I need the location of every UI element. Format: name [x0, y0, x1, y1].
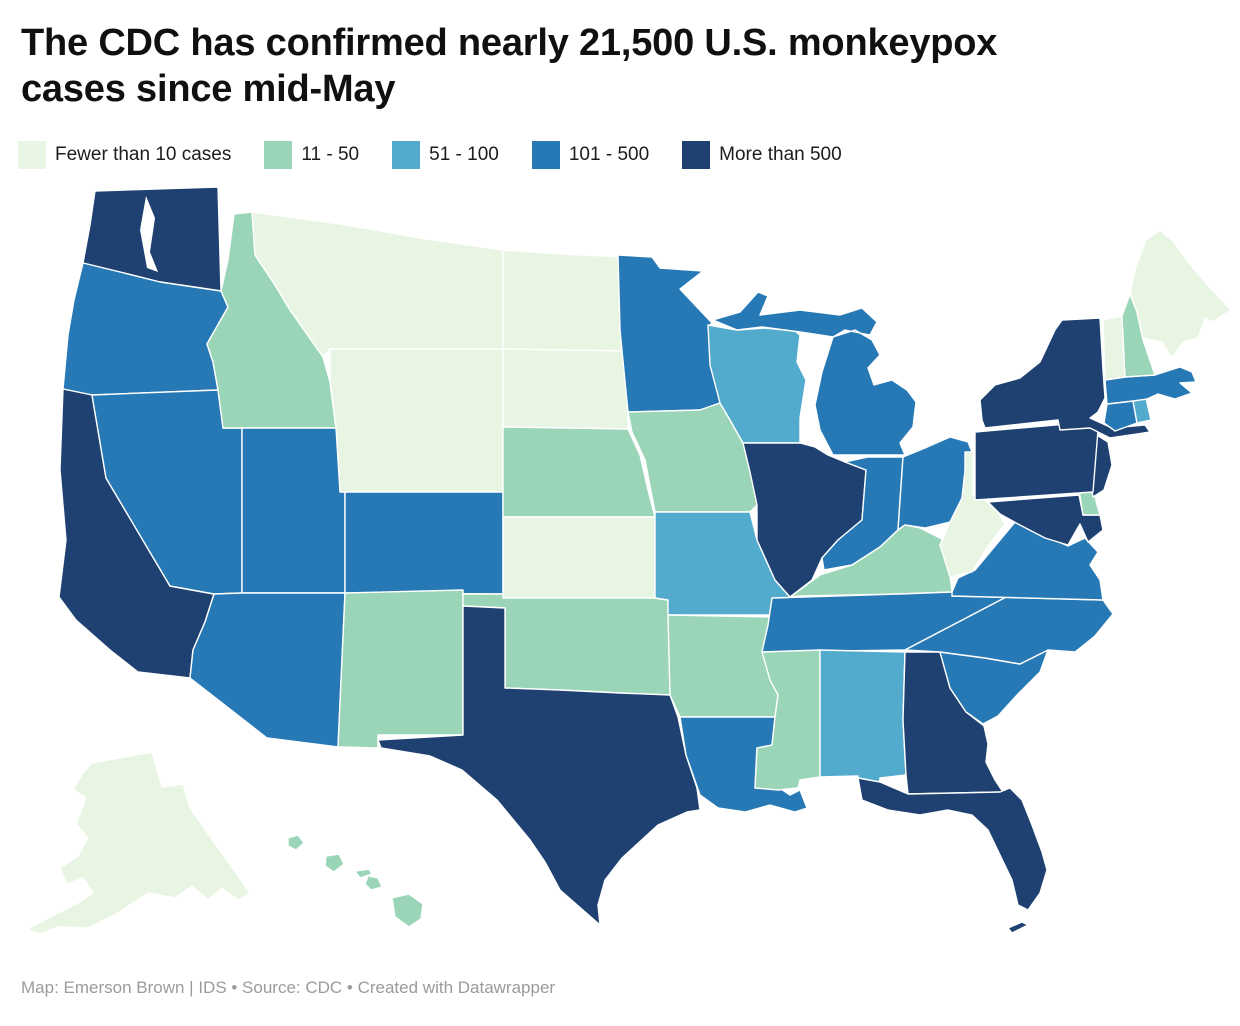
- state-az[interactable]: Arizona: [189, 592, 346, 748]
- legend-label: 11 - 50: [301, 144, 360, 165]
- state-pa[interactable]: Pennsylvania: [974, 421, 1099, 501]
- state-ak[interactable]: Alaska: [27, 751, 251, 935]
- legend-item-51-100: 51 - 100: [392, 141, 499, 169]
- state-nm[interactable]: New Mexico: [337, 589, 464, 749]
- state-hi[interactable]: Hawaii: [287, 834, 424, 928]
- states-group: WashingtonOregonCaliforniaNevadaIdahoMon…: [27, 186, 1232, 935]
- legend-swatch: [18, 141, 46, 169]
- state-va[interactable]: Virginia: [951, 521, 1104, 601]
- attribution-footer: Map: Emerson Brown | IDS • Source: CDC •…: [21, 978, 556, 997]
- legend-swatch: [531, 141, 560, 169]
- state-ks[interactable]: Kansas: [502, 516, 656, 599]
- legend-item-more-than-500: More than 500: [682, 141, 842, 169]
- chart-title: The CDC has confirmed nearly 21,500 U.S.…: [21, 22, 998, 111]
- legend-label: Fewer than 10 cases: [55, 144, 232, 165]
- state-in[interactable]: Indiana: [821, 456, 904, 571]
- state-mi[interactable]: Michigan: [712, 291, 917, 456]
- state-nc[interactable]: North Carolina: [904, 593, 1114, 665]
- state-co[interactable]: Colorado: [344, 491, 504, 595]
- state-wy[interactable]: Wyoming: [329, 348, 504, 493]
- legend-item-11-50: 11 - 50: [264, 141, 359, 169]
- state-me[interactable]: Maine: [1129, 229, 1232, 359]
- state-ri[interactable]: Rhode Island: [1132, 397, 1152, 424]
- legend-label: More than 500: [719, 144, 842, 165]
- state-al[interactable]: Alabama: [819, 649, 907, 791]
- legend-swatch: [264, 141, 293, 169]
- legend-item-101-500: 101 - 500: [531, 141, 650, 169]
- legend-item-fewer-than-10: Fewer than 10 cases: [18, 141, 231, 169]
- state-ma[interactable]: Massachusetts: [1104, 366, 1197, 405]
- state-vt[interactable]: Vermont: [1102, 315, 1126, 381]
- legend-label: 101 - 500: [568, 144, 650, 165]
- state-nd[interactable]: North Dakota: [502, 249, 629, 352]
- state-ny[interactable]: New York: [979, 317, 1151, 439]
- legend-swatch: [682, 141, 711, 169]
- puget-sound-water: [140, 196, 158, 272]
- state-ut[interactable]: Utah: [241, 427, 346, 594]
- state-tx[interactable]: Texas: [377, 605, 701, 926]
- legend: Fewer than 10 cases 11 - 50 51 - 100 101…: [18, 141, 842, 169]
- legend-swatch: [392, 141, 421, 169]
- state-fl[interactable]: Florida: [857, 777, 1048, 934]
- legend-label: 51 - 100: [429, 144, 499, 165]
- state-mn[interactable]: Minnesota: [617, 254, 721, 413]
- state-sd[interactable]: South Dakota: [502, 348, 629, 430]
- state-ne[interactable]: Nebraska: [502, 426, 656, 518]
